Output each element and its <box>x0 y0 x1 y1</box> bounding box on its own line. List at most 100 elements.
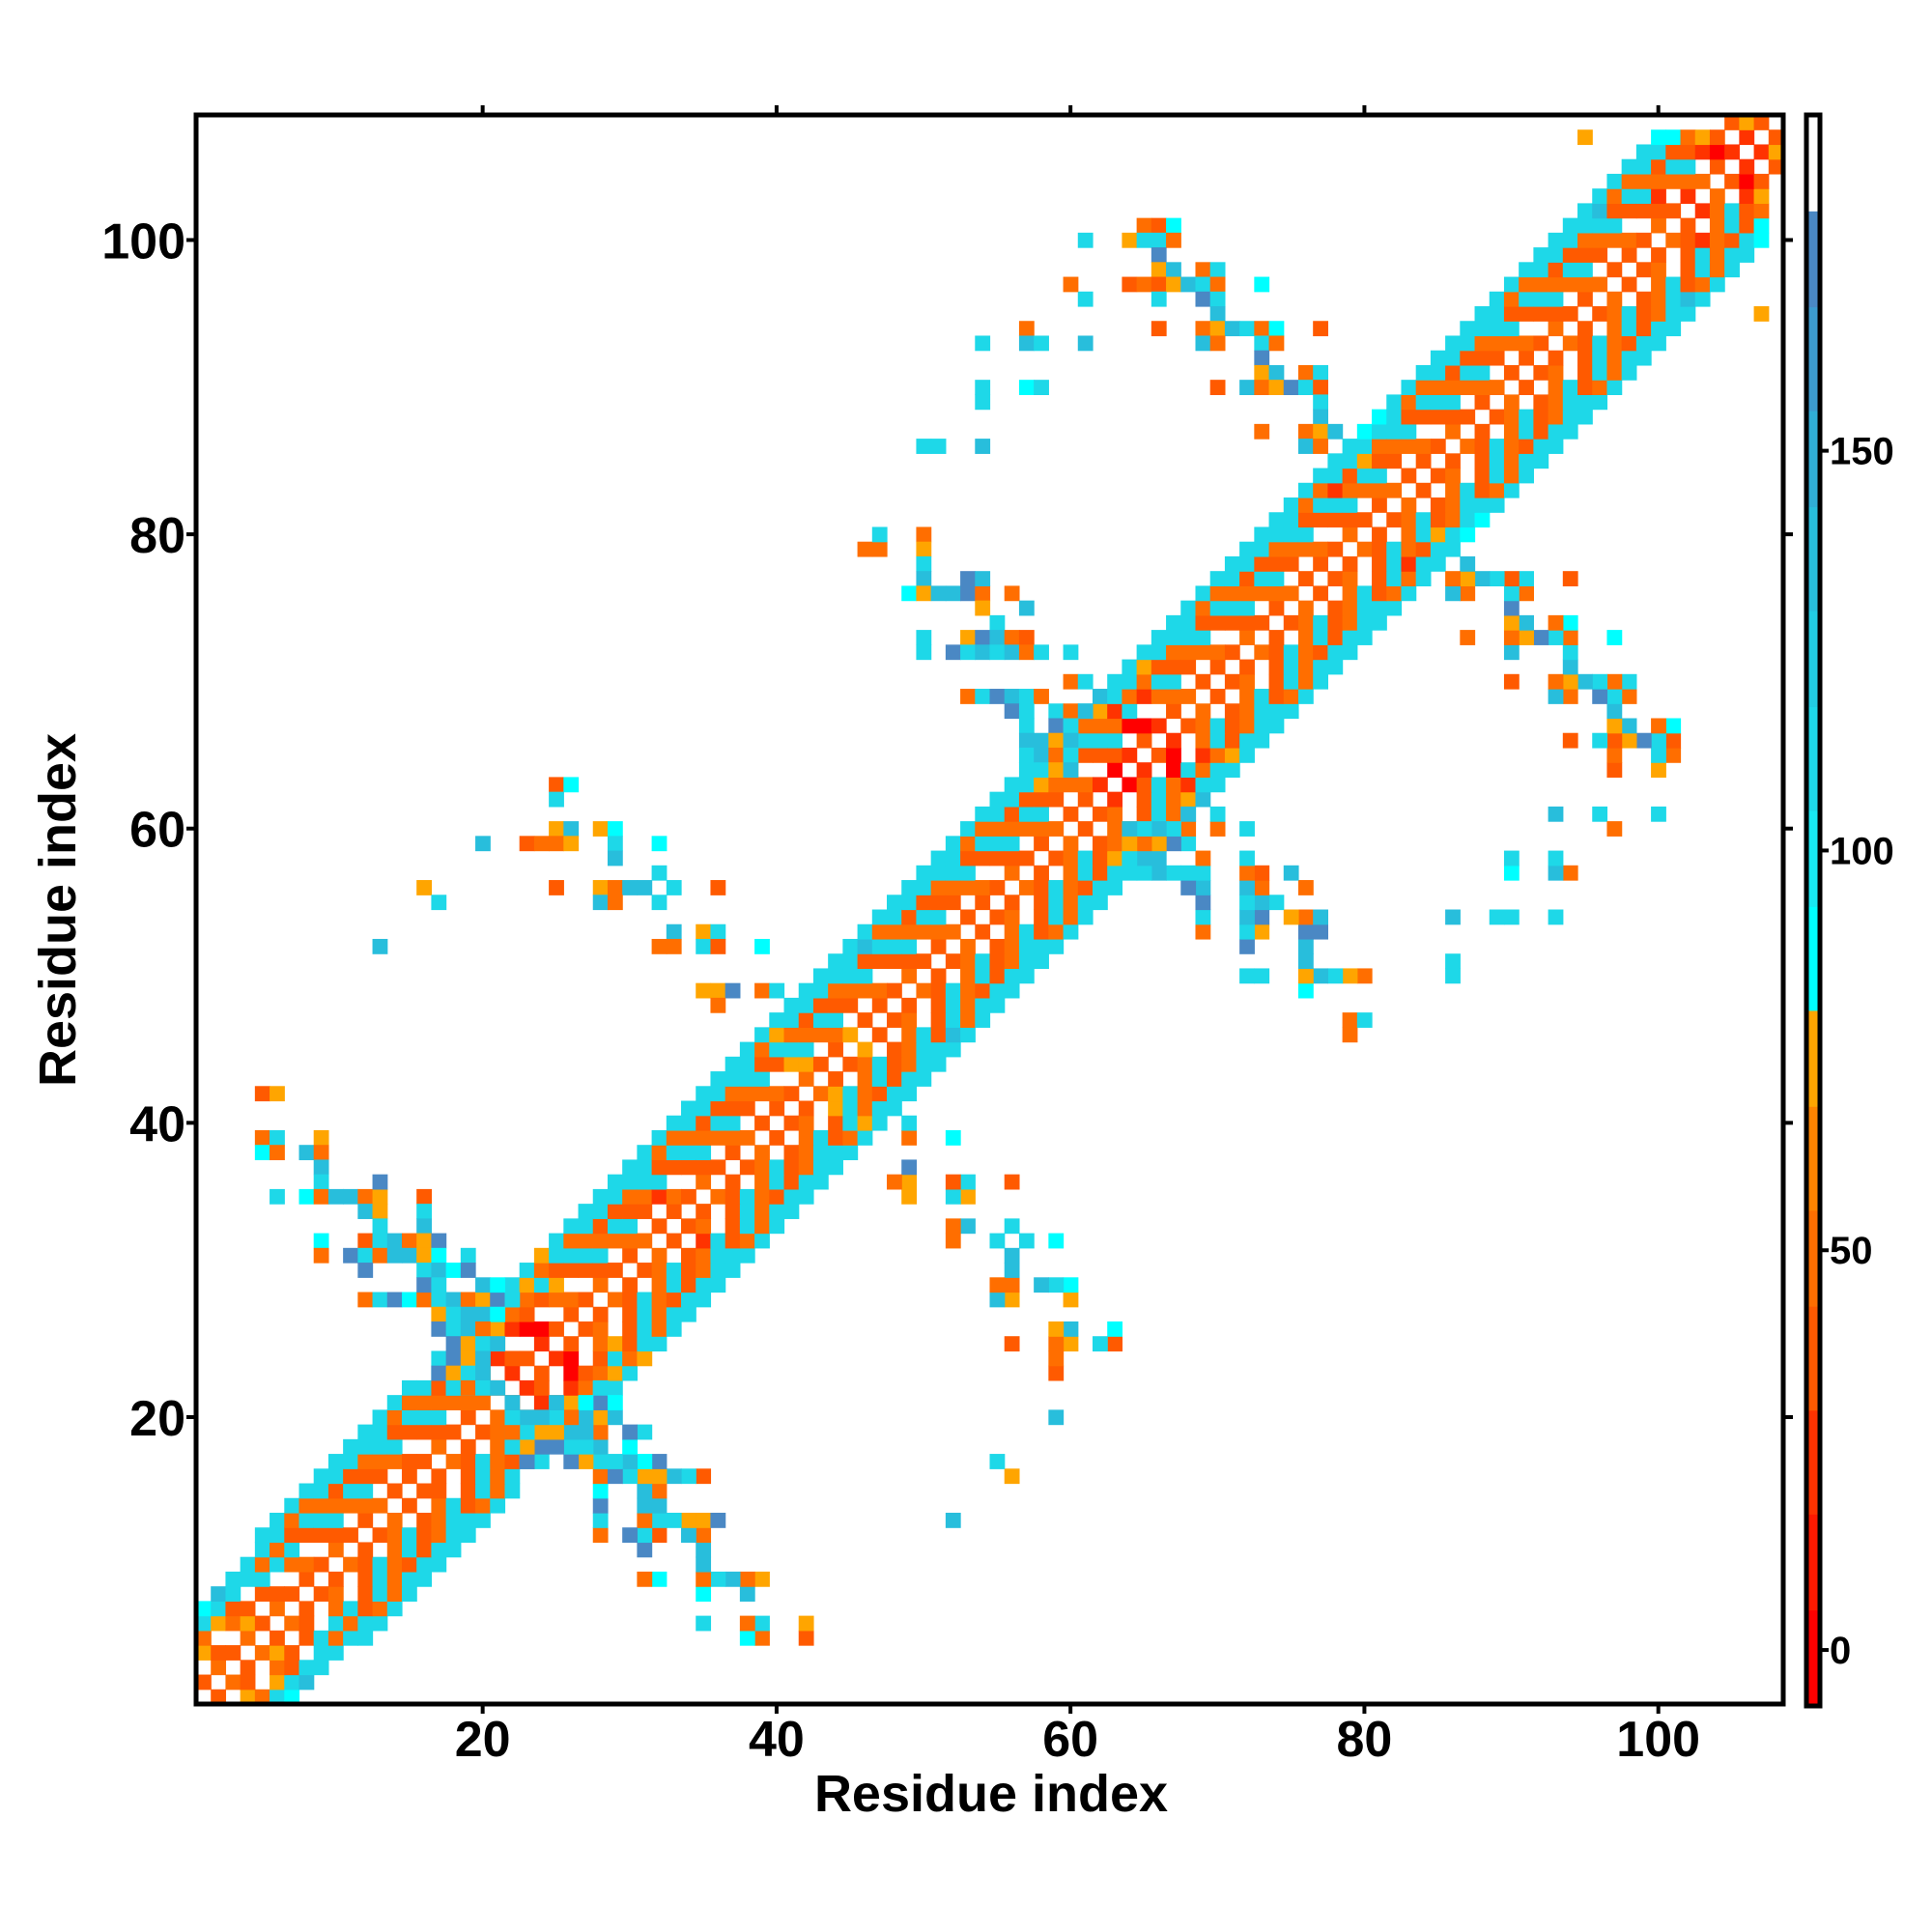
heatmap-cell <box>1519 306 1534 322</box>
heatmap-cell <box>1489 350 1505 366</box>
heatmap-cell <box>1445 350 1461 366</box>
heatmap-cell <box>475 1468 491 1485</box>
heatmap-cell <box>1018 335 1035 352</box>
heatmap-cell <box>196 1601 212 1617</box>
heatmap-cell <box>1342 614 1358 631</box>
heatmap-cell <box>1209 732 1226 749</box>
heatmap-cell <box>1209 276 1226 293</box>
heatmap-cell <box>327 1630 344 1646</box>
heatmap-cell <box>504 1454 521 1469</box>
heatmap-cell <box>739 1615 755 1632</box>
heatmap-cell <box>1327 497 1344 513</box>
heatmap-cell <box>975 968 991 984</box>
heatmap-cell <box>783 1174 800 1190</box>
heatmap-cell <box>445 1454 462 1469</box>
heatmap-cell <box>592 821 609 837</box>
heatmap-cell <box>754 1041 770 1058</box>
heatmap-cell <box>857 541 873 557</box>
heatmap-cell <box>1592 276 1608 293</box>
heatmap-cell <box>1107 821 1123 837</box>
heatmap-cell <box>1548 291 1564 307</box>
heatmap-cell <box>1107 718 1123 734</box>
heatmap-cell <box>637 1321 653 1337</box>
heatmap-cell <box>1239 600 1255 616</box>
heatmap-cell <box>1107 806 1123 822</box>
heatmap-cell <box>1651 247 1666 263</box>
y-tick-label: 40 <box>129 1096 185 1152</box>
heatmap-cell <box>1460 555 1476 572</box>
heatmap-cell <box>783 1027 800 1043</box>
heatmap-cell <box>1122 689 1138 704</box>
heatmap-cell <box>1018 747 1035 763</box>
heatmap-cell <box>533 1321 550 1337</box>
heatmap-cell <box>1651 276 1666 293</box>
heatmap-cell <box>739 1159 755 1176</box>
heatmap-cell <box>930 923 947 940</box>
heatmap-cell <box>622 1365 638 1381</box>
heatmap-cell <box>1606 673 1623 690</box>
heatmap-cell <box>1107 762 1123 779</box>
heatmap-cell <box>1768 144 1784 160</box>
heatmap-cell <box>416 1424 433 1440</box>
heatmap-cell <box>1489 497 1505 513</box>
heatmap-cell <box>1063 865 1079 881</box>
heatmap-cell <box>1166 791 1181 808</box>
heatmap-cell <box>1151 232 1167 248</box>
heatmap-cell <box>696 1145 712 1161</box>
heatmap-cell <box>1224 600 1240 616</box>
heatmap-cell <box>607 1409 623 1426</box>
heatmap-cell <box>1166 703 1181 720</box>
heatmap-cell <box>327 1454 344 1469</box>
heatmap-cell <box>1297 968 1314 984</box>
heatmap-cell <box>1606 380 1623 395</box>
heatmap-cell <box>1297 673 1314 690</box>
heatmap-cell <box>1548 364 1564 381</box>
heatmap-cell <box>1195 600 1211 616</box>
heatmap-cell <box>533 1365 550 1381</box>
heatmap-cell <box>1122 821 1138 837</box>
heatmap-cell <box>1592 364 1608 381</box>
heatmap-cell <box>739 1086 755 1102</box>
heatmap-cell <box>1018 1233 1035 1249</box>
heatmap-cell <box>1401 439 1417 454</box>
heatmap-cell <box>1445 468 1461 484</box>
heatmap-cell <box>607 1454 623 1469</box>
heatmap-cell <box>1254 718 1270 734</box>
heatmap-cell <box>445 1365 462 1381</box>
heatmap-cell <box>386 1586 403 1602</box>
heatmap-cell <box>504 1350 521 1367</box>
heatmap-cell <box>1327 659 1344 675</box>
heatmap-cell <box>1342 1012 1358 1028</box>
heatmap-cell <box>1635 350 1652 366</box>
heatmap-cell <box>431 1483 447 1499</box>
plot-frame <box>193 112 1786 1707</box>
heatmap-cell <box>563 836 580 852</box>
heatmap-cell <box>1460 526 1476 543</box>
heatmap-cell <box>1665 129 1682 146</box>
heatmap-cell <box>1107 673 1123 690</box>
heatmap-cell <box>1063 1277 1079 1293</box>
heatmap-cell <box>901 1041 918 1058</box>
heatmap-cell <box>1048 880 1065 895</box>
heatmap-cell <box>1592 306 1608 322</box>
heatmap-cell <box>622 1233 638 1249</box>
heatmap-cell <box>1313 630 1328 645</box>
heatmap-cell <box>754 1630 770 1646</box>
heatmap-cell <box>1209 585 1226 602</box>
heatmap-cell <box>651 1527 668 1544</box>
heatmap-cell <box>343 1601 358 1617</box>
heatmap-cell <box>769 1056 785 1072</box>
heatmap-cell <box>1372 526 1387 543</box>
heatmap-cell <box>475 1350 491 1367</box>
heatmap-cell <box>1356 512 1373 528</box>
heatmap-cell <box>710 1233 726 1249</box>
heatmap-cell <box>1503 585 1520 602</box>
heatmap-cell <box>1077 791 1094 808</box>
heatmap-cell <box>578 1218 594 1235</box>
heatmap-cell <box>769 1041 785 1058</box>
heatmap-cell <box>696 982 712 999</box>
heatmap-cell <box>960 865 976 881</box>
heatmap-cell <box>270 1674 285 1690</box>
heatmap-cell <box>1297 689 1314 704</box>
heatmap-cell <box>1635 262 1652 278</box>
